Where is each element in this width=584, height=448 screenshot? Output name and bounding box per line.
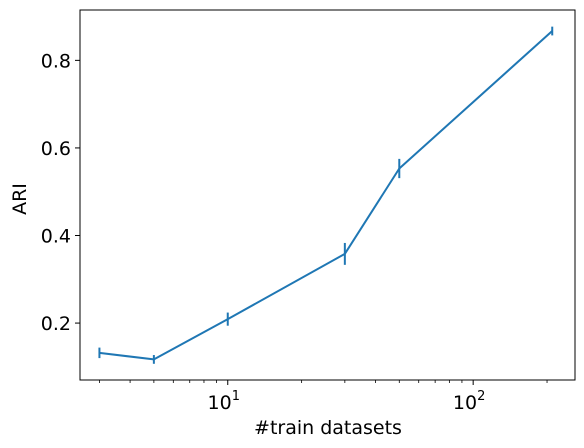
x-tick-label: 101 [208,389,240,414]
series-line [99,30,553,361]
y-tick-label: 0.4 [41,226,71,248]
plot-marks [98,26,554,364]
plot-frame [79,9,576,381]
x-tick-exponent: 2 [477,389,485,404]
x-axis: 101 102 [99,380,548,414]
y-axis-title: ARI [9,183,31,215]
y-axis: 0.2 0.4 0.6 0.8 [41,50,80,335]
x-axis-title: #train datasets [254,417,402,439]
x-tick-base: 10 [453,392,477,414]
y-tick-label: 0.8 [41,50,71,72]
x-tick-exponent: 1 [232,389,240,404]
y-tick-label: 0.6 [41,138,71,160]
x-tick-label: 102 [453,389,485,414]
y-tick-label: 0.2 [41,313,71,335]
x-tick-base: 10 [208,392,232,414]
